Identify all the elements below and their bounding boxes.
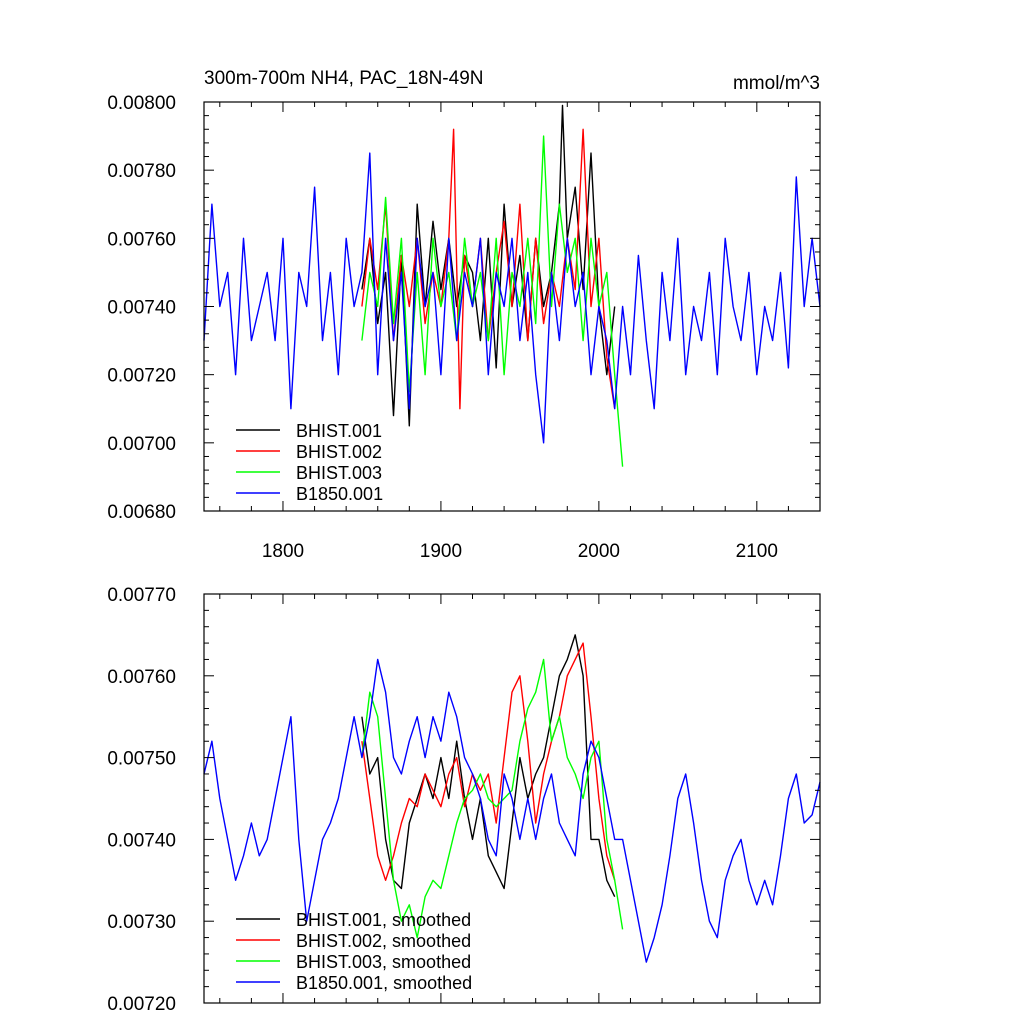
top-axis-ticks [204,101,820,512]
top-legend-label: BHIST.001 [296,421,382,441]
bottom-y-tick-labels: 0.00720 0.00730 0.00740 0.00750 0.00760 0.007… [107,585,176,1015]
top-chart-units: mmol/m^3 [733,73,820,94]
bottom-series-line-2 [361,642,616,881]
bottom-legend-label: B1850.001, smoothed [296,973,472,993]
bottom-legend-label: BHIST.002, smoothed [296,931,471,951]
top-y-tick-label: 0.00800 [107,93,176,114]
top-series-lines [203,104,821,467]
top-legend-label: B1850.001 [296,484,383,504]
top-chart-title: 300m-700m NH4, PAC_18N-49N [204,68,484,89]
top-panel: 300m-700m NH4, PAC_18N-49N mmol/m^3 0.00… [107,68,821,562]
bottom-y-tick-label: 0.00770 [107,585,176,606]
bottom-legend-label: BHIST.001, smoothed [296,910,471,930]
top-x-tick-label: 2100 [736,541,778,562]
top-legend-label: BHIST.003 [296,463,382,483]
top-series-line-2 [361,128,616,410]
bottom-y-tick-label: 0.00730 [107,912,176,933]
bottom-y-tick-label: 0.00720 [107,994,176,1015]
top-y-tick-label: 0.00720 [107,366,176,387]
top-series-line-4 [203,152,821,444]
top-x-tick-label: 2000 [578,541,620,562]
bottom-series-line-1 [361,634,616,898]
top-x-tick-label: 1800 [262,541,304,562]
top-y-tick-label: 0.00740 [107,298,176,319]
top-y-tick-label: 0.00760 [107,229,176,250]
bottom-axis-ticks [204,593,820,1004]
top-x-tick-labels: 1800 1900 2000 2100 [262,541,778,562]
bottom-series-line-3 [361,658,624,939]
bottom-y-tick-label: 0.00740 [107,830,176,851]
bottom-legend-label: BHIST.003, smoothed [296,952,471,972]
top-y-tick-label: 0.00780 [107,161,176,182]
bottom-y-tick-label: 0.00760 [107,667,176,688]
bottom-series-lines [203,634,821,963]
bottom-series-line-4 [203,658,821,963]
bottom-y-tick-label: 0.00750 [107,749,176,770]
top-y-tick-label: 0.00680 [107,502,176,523]
top-y-tick-labels: 0.00680 0.00700 0.00720 0.00740 0.00760 0.007… [107,93,176,523]
top-x-tick-label: 1900 [420,541,462,562]
bottom-plot-frame [203,593,821,1004]
top-legend-label: BHIST.002 [296,442,382,462]
bottom-panel: 0.00720 0.00730 0.00740 0.00750 0.00760 0.007… [107,585,821,1015]
top-y-tick-label: 0.00700 [107,434,176,455]
